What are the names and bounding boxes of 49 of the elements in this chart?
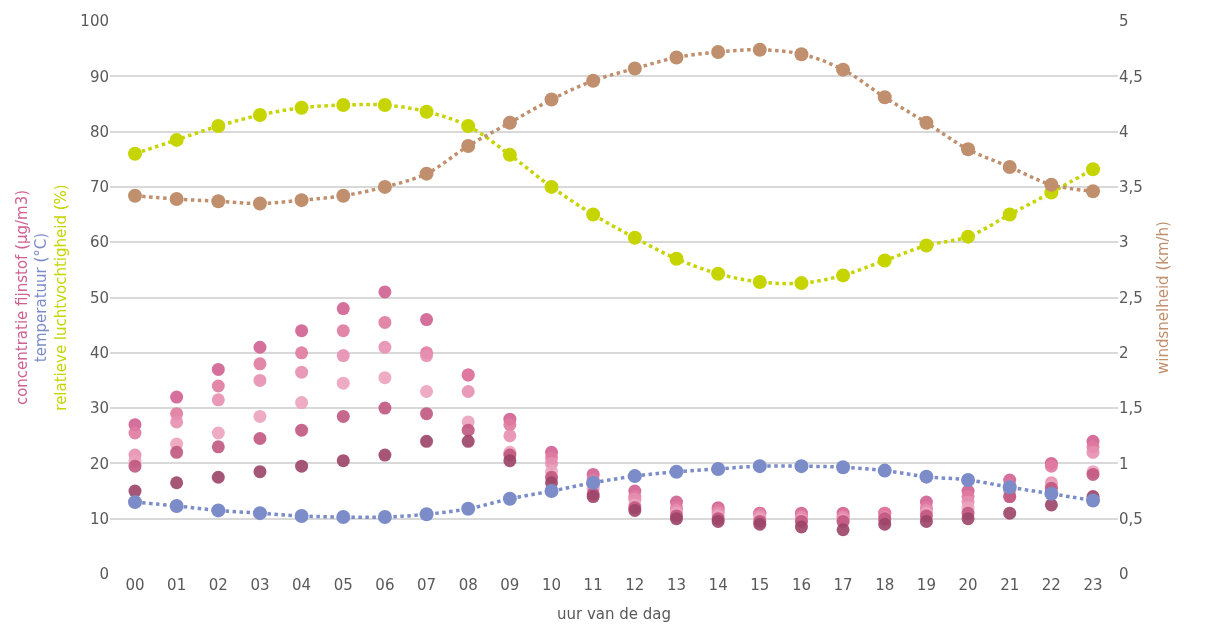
y-tick-label: 0: [99, 565, 109, 584]
x-tick-label: 09: [500, 576, 520, 594]
y-tick-label: 30: [89, 399, 109, 418]
x-tick-label: 18: [875, 576, 895, 594]
x-tick-label: 20: [958, 576, 978, 594]
x-tick-label: 15: [750, 576, 770, 594]
x-tick-label: 03: [250, 576, 270, 594]
x-tick-label: 02: [208, 576, 228, 594]
y-axis-title: concentratie fijnstof (µg/m3) temperatuur (°C) relatieve luchtvochtigheid (%): [12, 184, 70, 411]
x-tick-label: 01: [167, 576, 187, 594]
x-tick-label: 23: [1083, 576, 1103, 594]
y2-tick-label: 4,5: [1119, 67, 1143, 86]
x-axis-title: uur van de dag: [556, 605, 672, 623]
y-tick-label: 60: [89, 233, 109, 252]
x-tick-label: 13: [666, 576, 687, 594]
y2-tick-label: 3: [1119, 233, 1129, 252]
x-tick-label: 07: [417, 576, 437, 594]
y2-tick-label: 0: [1119, 565, 1129, 584]
x-tick-label: 21: [1000, 576, 1020, 594]
x-tick-label: 11: [583, 576, 603, 594]
y-tick-label: 10: [89, 509, 109, 528]
y-tick-label: 40: [89, 344, 109, 363]
y-tick-label: 70: [89, 178, 109, 197]
x-tick-label: 16: [791, 576, 811, 594]
y2-tick-label: 3,5: [1119, 178, 1143, 197]
x-tick-label: 17: [833, 576, 853, 594]
x-tick-label: 10: [541, 576, 562, 594]
x-tick-label: 00: [125, 576, 145, 594]
x-tick-label: 14: [708, 576, 728, 594]
x-tick-label: 05: [333, 576, 353, 594]
x-tick-label: 08: [458, 576, 478, 594]
y2-tick-label: 2: [1119, 344, 1129, 363]
y-tick-label: 90: [89, 67, 109, 86]
y2-tick-label: 1: [1119, 454, 1129, 473]
y-tick-label: 20: [89, 454, 109, 473]
y2-tick-label: 0,5: [1119, 509, 1143, 528]
y2-tick-label: 5: [1119, 12, 1129, 31]
y-tick-label: 80: [89, 122, 109, 141]
y-tick-label: 50: [89, 288, 109, 307]
x-tick-label: 04: [292, 576, 312, 594]
x-tick-label: 19: [916, 576, 936, 594]
x-tick-label: 22: [1041, 576, 1061, 594]
y2-tick-label: 4: [1119, 122, 1129, 141]
y2-axis-title: windsnelheid (km/h): [1153, 221, 1172, 374]
x-tick-label: 12: [625, 576, 645, 594]
x-tick-label: 06: [375, 576, 395, 594]
y2-tick-label: 2,5: [1119, 288, 1143, 307]
y2-tick-label: 1,5: [1119, 399, 1143, 418]
y-tick-label: 100: [80, 12, 109, 31]
